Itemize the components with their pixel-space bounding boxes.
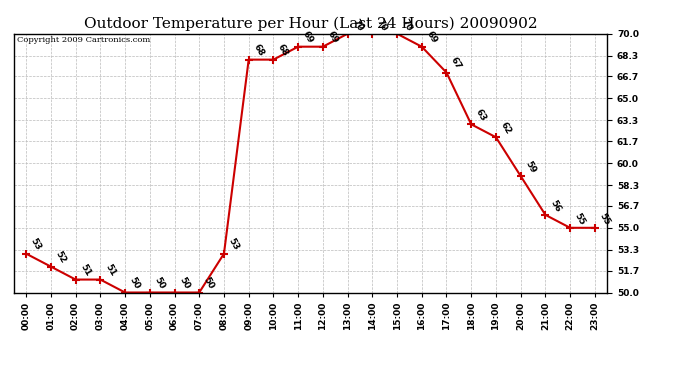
Text: 62: 62 — [499, 120, 513, 136]
Text: 70: 70 — [351, 17, 364, 32]
Text: 68: 68 — [276, 43, 290, 58]
Text: 50: 50 — [128, 276, 142, 291]
Text: 50: 50 — [202, 276, 216, 291]
Text: 63: 63 — [474, 108, 488, 123]
Text: 69: 69 — [326, 30, 339, 45]
Text: 59: 59 — [524, 159, 538, 175]
Text: 53: 53 — [29, 237, 43, 252]
Text: 68: 68 — [251, 43, 266, 58]
Text: 51: 51 — [103, 263, 117, 278]
Text: 53: 53 — [227, 237, 241, 252]
Text: 55: 55 — [598, 211, 611, 226]
Text: 70: 70 — [375, 17, 389, 32]
Text: 70: 70 — [400, 17, 414, 32]
Text: 55: 55 — [573, 211, 587, 226]
Text: 69: 69 — [424, 30, 439, 45]
Text: 50: 50 — [152, 276, 166, 291]
Text: 67: 67 — [449, 56, 464, 71]
Text: 56: 56 — [548, 198, 562, 213]
Text: 50: 50 — [177, 276, 191, 291]
Text: 52: 52 — [54, 250, 68, 265]
Text: 69: 69 — [301, 30, 315, 45]
Text: Copyright 2009 Cartronics.com: Copyright 2009 Cartronics.com — [17, 36, 150, 44]
Title: Outdoor Temperature per Hour (Last 24 Hours) 20090902: Outdoor Temperature per Hour (Last 24 Ho… — [83, 17, 538, 31]
Text: 51: 51 — [79, 263, 92, 278]
